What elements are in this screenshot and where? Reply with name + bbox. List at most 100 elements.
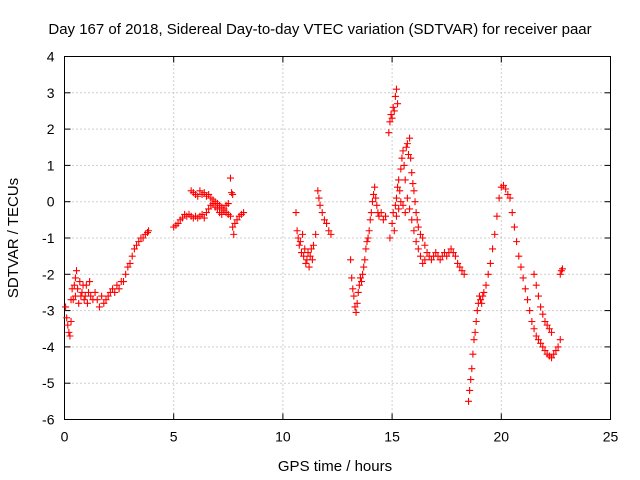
data-point-marker <box>421 241 429 249</box>
data-point-marker <box>404 151 412 159</box>
data-point-marker <box>65 328 73 336</box>
data-point-marker <box>416 252 424 260</box>
data-point-marker <box>410 187 418 195</box>
data-point-marker <box>202 209 210 217</box>
data-point-marker <box>364 234 372 242</box>
data-point-marker <box>403 194 411 202</box>
data-point-marker <box>534 336 542 344</box>
x-tick-label: 20 <box>494 429 510 445</box>
data-point-marker <box>240 209 248 217</box>
data-point-marker <box>447 245 455 253</box>
data-point-marker <box>229 223 237 231</box>
data-point-marker <box>115 285 123 293</box>
data-point-marker <box>532 281 540 289</box>
data-point-marker <box>557 267 565 275</box>
data-point-marker <box>534 292 542 300</box>
data-point-marker <box>556 336 564 344</box>
data-point-marker <box>296 238 304 246</box>
y-tick-label: 0 <box>47 194 55 210</box>
data-point-marker <box>398 154 406 162</box>
data-point-marker <box>491 230 499 238</box>
data-point-marker <box>451 252 459 260</box>
data-point-marker <box>292 209 300 217</box>
data-point-marker <box>550 350 558 358</box>
y-axis-label: SDTVAR / TECUs <box>5 178 22 298</box>
data-point-marker <box>229 190 237 198</box>
data-point-marker <box>109 285 117 293</box>
data-point-marker <box>83 299 91 307</box>
data-point-marker <box>196 187 204 195</box>
data-point-marker <box>423 249 431 257</box>
y-tick-label: -1 <box>42 230 55 246</box>
data-point-marker <box>226 174 234 182</box>
data-point-marker <box>539 310 547 318</box>
data-point-marker <box>513 238 521 246</box>
data-point-marker <box>309 241 317 249</box>
data-point-marker <box>119 278 127 286</box>
data-point-marker <box>524 296 532 304</box>
data-point-marker <box>548 328 556 336</box>
data-point-marker <box>85 288 93 296</box>
data-point-marker <box>537 339 545 347</box>
data-point-marker <box>454 259 462 267</box>
data-point-marker <box>482 281 490 289</box>
data-point-marker <box>205 190 213 198</box>
data-point-marker <box>370 190 378 198</box>
data-point-marker <box>62 303 70 311</box>
tick-layer: 0 5 10 15 20 25 -6 -5 -4 -3 -2 -1 0 1 2 3 4 <box>42 49 618 445</box>
data-point-marker <box>70 281 78 289</box>
data-point-marker <box>304 249 312 257</box>
data-point-marker <box>466 386 474 394</box>
data-point-marker <box>218 210 226 218</box>
data-point-marker <box>397 165 405 173</box>
data-point-marker <box>353 299 361 307</box>
data-point-marker <box>556 270 564 278</box>
data-point-marker <box>362 245 370 253</box>
data-point-marker <box>73 267 81 275</box>
data-point-marker <box>111 288 119 296</box>
data-point-marker <box>390 107 398 115</box>
data-point-marker <box>537 303 545 311</box>
data-point-marker <box>468 365 476 373</box>
data-point-marker <box>320 216 328 224</box>
y-tick-label: 4 <box>47 49 55 65</box>
y-tick-label: 3 <box>47 85 55 101</box>
data-point-marker <box>389 209 397 217</box>
data-point-marker <box>327 230 335 238</box>
data-point-marker <box>74 285 82 293</box>
data-point-marker <box>387 111 395 119</box>
data-point-marker <box>386 234 394 242</box>
data-point-marker <box>396 187 404 195</box>
data-point-marker <box>359 270 367 278</box>
data-point-marker <box>432 249 440 257</box>
data-point-marker <box>386 118 394 126</box>
data-point-marker <box>436 256 444 264</box>
data-point-marker <box>388 219 396 227</box>
data-point-marker <box>299 230 307 238</box>
data-point-marker <box>93 296 101 304</box>
data-point-marker <box>64 321 72 329</box>
data-point-marker <box>352 308 360 316</box>
data-point-marker <box>314 187 322 195</box>
data-point-marker <box>349 285 357 293</box>
data-point-marker <box>399 147 407 155</box>
data-point-marker <box>388 114 396 122</box>
data-point-marker <box>318 209 326 217</box>
data-point-marker <box>408 169 416 177</box>
data-point-marker <box>365 227 373 235</box>
data-point-marker <box>358 278 366 286</box>
data-point-marker <box>76 278 84 286</box>
data-point-marker <box>419 259 427 267</box>
data-point-marker <box>78 288 86 296</box>
data-point-marker <box>427 256 435 264</box>
data-point-marker <box>316 201 324 209</box>
data-point-marker <box>392 194 400 202</box>
data-point-marker <box>391 201 399 209</box>
data-point-marker <box>532 332 540 340</box>
data-point-marker <box>80 296 88 304</box>
data-point-marker <box>385 129 393 137</box>
data-point-marker <box>401 176 409 184</box>
data-point-marker <box>449 249 457 257</box>
data-point-marker <box>460 270 468 278</box>
y-tick-label: 2 <box>47 121 55 137</box>
